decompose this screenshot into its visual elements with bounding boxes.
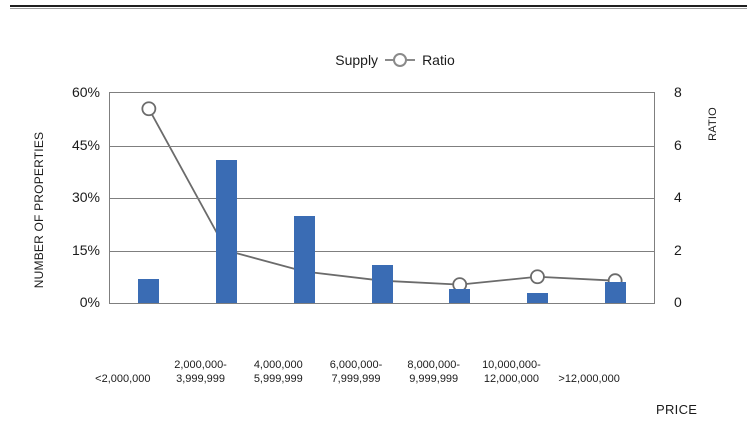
supply-bar — [216, 159, 238, 303]
left-axis-tick: 60% — [71, 84, 100, 100]
left-axis-tick: 15% — [71, 241, 100, 258]
x-axis-category-label: 2,000,000- 3,999,999 — [174, 359, 227, 385]
left-axis-tick: 30% — [71, 189, 100, 205]
ratio-line-marker-icon — [385, 52, 416, 68]
supply-bar — [526, 292, 548, 303]
right-axis-tick: 4 — [674, 189, 682, 205]
x-axis-title: PRICE — [656, 402, 698, 417]
gridline — [110, 198, 654, 199]
x-axis-category-label: <2,000,000 — [95, 373, 151, 385]
x-axis-category-label: 4,000,000 5,999,999 — [253, 359, 303, 385]
supply-bar — [371, 264, 393, 303]
right-axis-tick: 0 — [674, 294, 682, 310]
gridline — [110, 250, 654, 252]
legend-supply-label: Supply — [335, 52, 379, 68]
x-axis-category-label: 6,000,000- 7,999,999 — [329, 359, 383, 385]
top-divider-rule — [10, 5, 747, 9]
left-axis-tick: 0% — [79, 294, 100, 310]
chart-legend: Supply Ratio — [17, 51, 756, 69]
supply-bar — [449, 289, 471, 303]
left-axis-tick: 45% — [71, 136, 100, 153]
right-axis-tick: 6 — [674, 136, 682, 153]
x-axis-category-label: >12,000,000 — [558, 373, 620, 385]
left-axis-title: NUMBER OF PROPERTIES — [32, 131, 46, 289]
x-axis-category-label: 10,000,000- 12,000,000 — [482, 359, 541, 385]
supply-bar — [293, 215, 315, 303]
plot-area — [109, 92, 655, 304]
ratio-point-marker — [530, 269, 545, 285]
supply-bar — [604, 282, 626, 303]
supply-bar — [138, 278, 160, 303]
right-axis-tick: 2 — [674, 241, 682, 258]
ratio-point-marker — [141, 101, 157, 117]
legend-ratio-label: Ratio — [422, 52, 455, 68]
gridline — [110, 145, 654, 147]
x-axis-category-label: 8,000,000- 9,999,999 — [407, 359, 460, 385]
right-axis-tick: 8 — [674, 84, 682, 100]
